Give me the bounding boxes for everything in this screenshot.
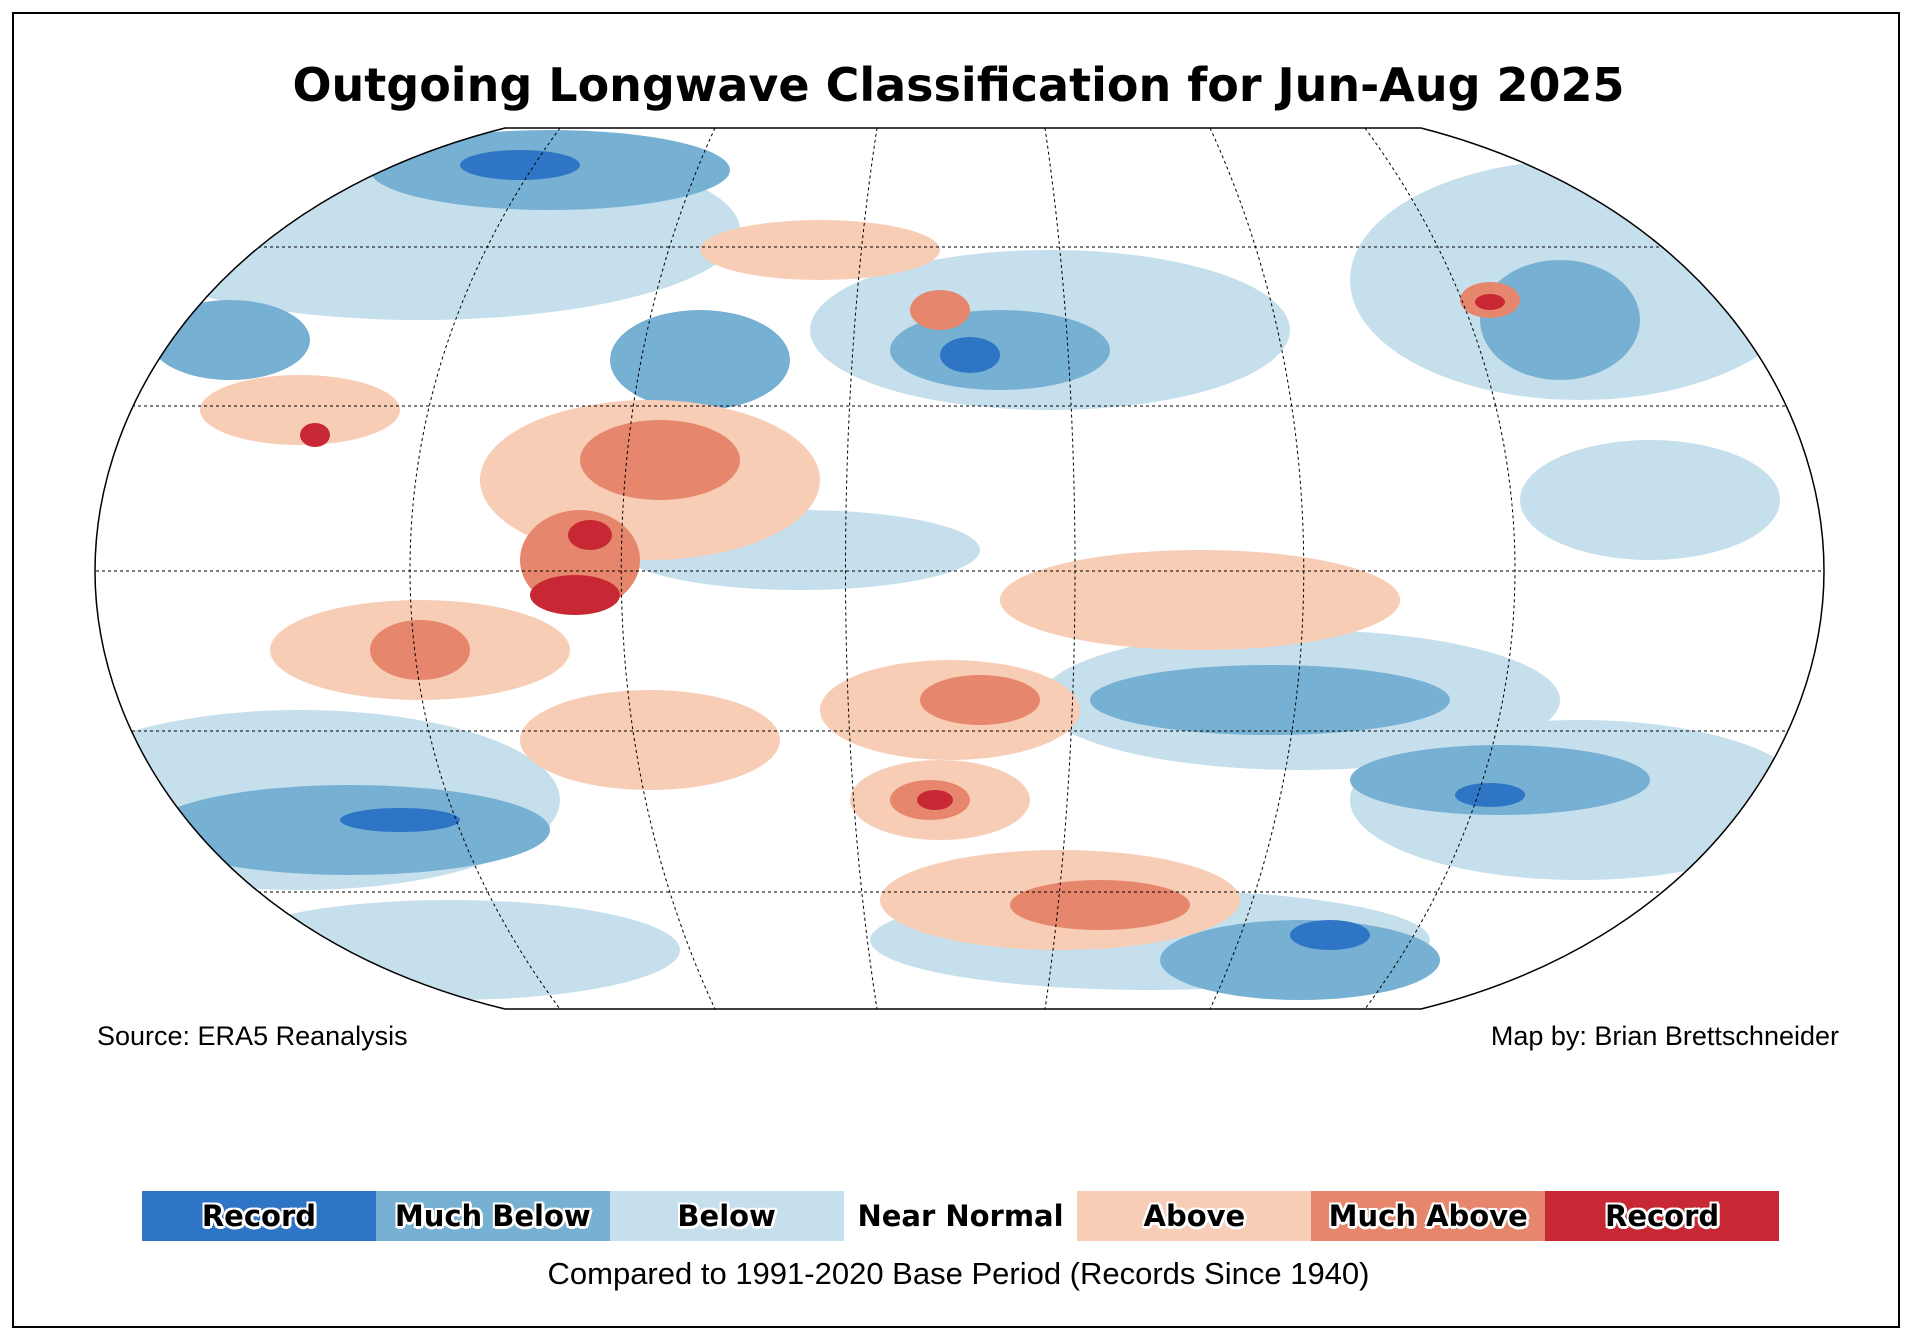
legend: Record Much Below Below Near Normal Abov… — [142, 1191, 1780, 1241]
source-label: Source: ERA5 Reanalysis — [97, 1021, 408, 1051]
graticule — [95, 128, 1824, 1009]
olr-anomaly-field — [95, 128, 1824, 1009]
legend-near-normal: Near Normal — [843, 1191, 1078, 1241]
legend-much-below: Much Below — [375, 1191, 610, 1241]
legend-record-low: Record — [142, 1191, 376, 1241]
legend-below: Below — [609, 1191, 844, 1241]
legend-record-high: Record — [1545, 1191, 1780, 1241]
record-low-areas — [340, 150, 1525, 950]
legend-above: Above — [1077, 1191, 1312, 1241]
much-below-areas — [150, 130, 1650, 1000]
figure-border — [12, 12, 1900, 1328]
credit-label: Map by: Brian Brettschneider — [1490, 1021, 1839, 1051]
record-high-areas — [300, 294, 1505, 810]
map-title: Outgoing Longwave Classification for Jun… — [292, 58, 1625, 112]
base-period-note: Compared to 1991-2020 Base Period (Recor… — [547, 1256, 1370, 1291]
legend-much-above: Much Above — [1311, 1191, 1546, 1241]
map-outline — [94, 127, 1825, 1010]
